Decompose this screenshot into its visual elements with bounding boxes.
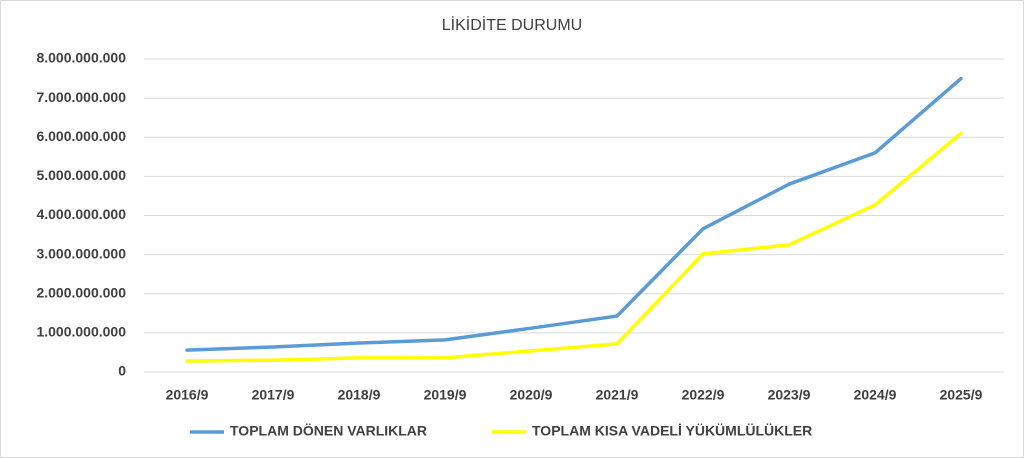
- legend-label: TOPLAM DÖNEN VARLIKLAR: [230, 423, 427, 439]
- chart-title: LİKİDİTE DURUMU: [442, 15, 582, 34]
- y-tick-label: 0: [118, 363, 126, 379]
- x-tick-label: 2020/9: [510, 387, 553, 403]
- x-tick-label: 2017/9: [252, 387, 295, 403]
- y-tick-label: 8.000.000.000: [36, 50, 126, 66]
- x-tick-label: 2019/9: [424, 387, 467, 403]
- legend-label: TOPLAM KISA VADELİ YÜKÜMLÜLÜKLER: [532, 423, 812, 439]
- x-tick-label: 2024/9: [854, 387, 897, 403]
- y-tick-label: 2.000.000.000: [36, 284, 126, 300]
- x-tick-label: 2021/9: [596, 387, 639, 403]
- y-tick-label: 7.000.000.000: [36, 89, 126, 105]
- line-series: [185, 76, 963, 352]
- x-tick-label: 2022/9: [682, 387, 725, 403]
- y-tick-label: 1.000.000.000: [36, 324, 126, 340]
- x-tick-label: 2025/9: [940, 387, 983, 403]
- y-tick-label: 4.000.000.000: [36, 206, 126, 222]
- x-tick-label: 2023/9: [768, 387, 811, 403]
- y-tick-label: 5.000.000.000: [36, 167, 126, 183]
- line-series: [185, 131, 963, 363]
- x-tick-label: 2018/9: [338, 387, 381, 403]
- x-tick-label: 2016/9: [166, 387, 209, 403]
- y-tick-label: 6.000.000.000: [36, 128, 126, 144]
- y-tick-label: 3.000.000.000: [36, 245, 126, 261]
